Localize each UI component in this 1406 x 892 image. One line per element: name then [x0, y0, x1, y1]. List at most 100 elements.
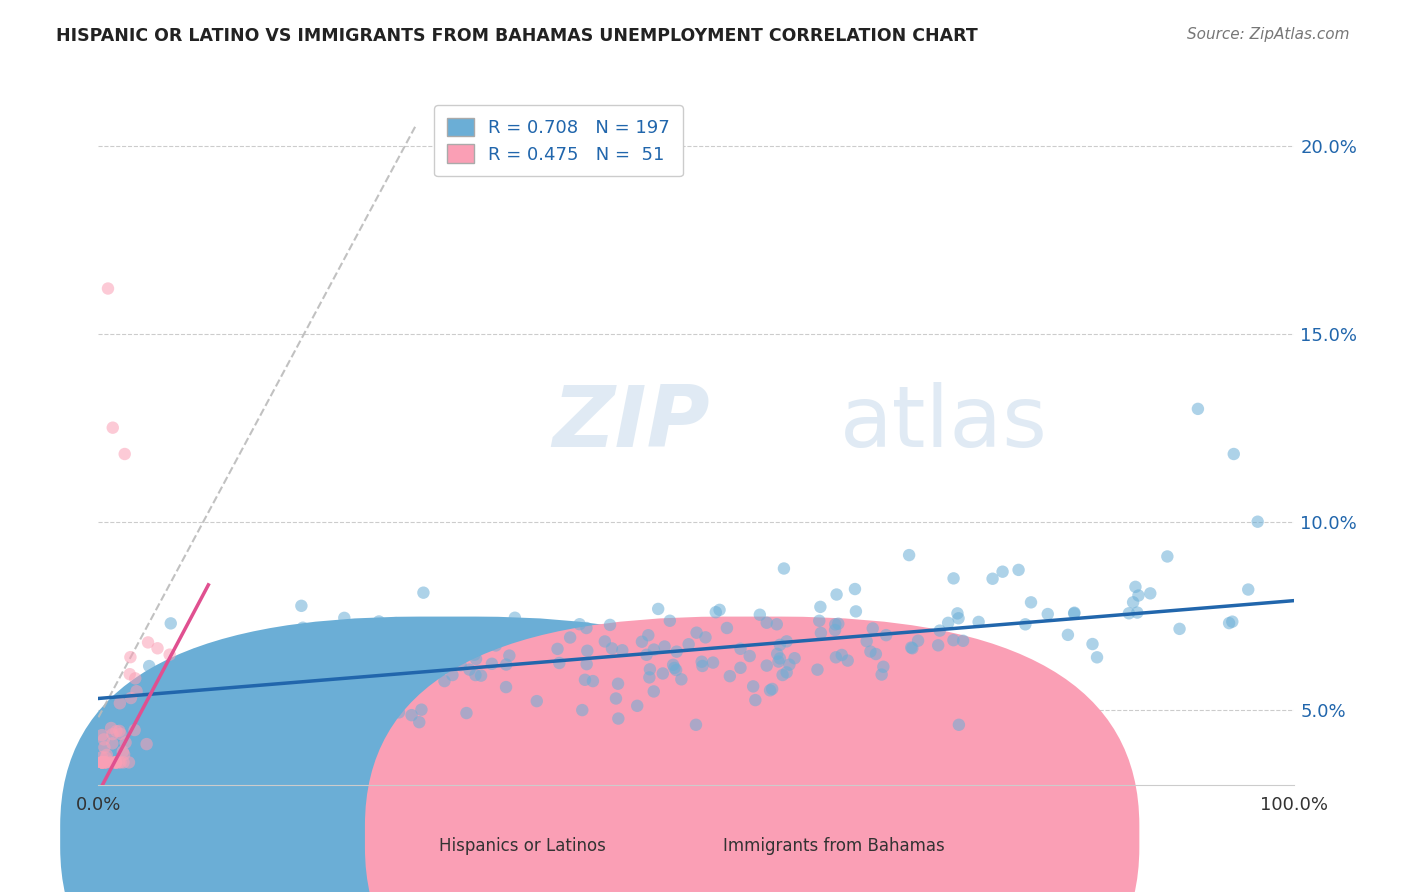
Point [139, 701, 162, 715]
Point [685, 718, 707, 732]
Point [948, 611, 970, 625]
Point [101, 736, 124, 750]
Point [981, 572, 1004, 586]
Point [470, 668, 492, 682]
Point [1187, 401, 1209, 416]
Point [101, 420, 124, 434]
Point [967, 615, 990, 629]
Point [1014, 617, 1036, 632]
Point [112, 747, 135, 762]
Text: Hispanics or Latinos: Hispanics or Latinos [439, 837, 606, 855]
Point [1247, 515, 1270, 529]
Point [626, 698, 648, 713]
Point [1220, 615, 1243, 629]
Point [600, 641, 623, 656]
Point [360, 650, 382, 665]
Point [859, 644, 882, 658]
Point [290, 599, 312, 613]
Point [394, 661, 416, 675]
Point [1125, 580, 1147, 594]
Point [665, 663, 688, 677]
Point [321, 630, 343, 644]
Point [336, 639, 359, 653]
Point [827, 616, 849, 631]
Point [91, 756, 114, 770]
Point [1122, 595, 1144, 609]
Point [824, 617, 846, 632]
Point [865, 647, 887, 661]
Point [612, 643, 634, 657]
Point [136, 635, 159, 649]
Point [716, 621, 738, 635]
Point [855, 634, 877, 648]
Point [179, 653, 201, 667]
Point [692, 659, 714, 673]
Point [837, 654, 859, 668]
Point [108, 723, 131, 738]
Point [93, 756, 115, 770]
Point [936, 615, 959, 630]
Point [104, 756, 127, 770]
Point [298, 664, 321, 678]
Point [456, 706, 478, 720]
Point [482, 627, 505, 641]
Point [186, 702, 208, 716]
Point [761, 681, 783, 696]
Point [991, 565, 1014, 579]
Point [845, 604, 868, 618]
Point [135, 737, 157, 751]
Point [607, 712, 630, 726]
Point [423, 657, 446, 672]
Point [91, 756, 114, 770]
Point [91, 756, 114, 770]
Point [942, 633, 965, 648]
Point [94, 756, 117, 770]
Point [114, 447, 136, 461]
Point [441, 668, 464, 682]
Point [396, 672, 419, 686]
Point [184, 648, 207, 662]
Point [568, 617, 591, 632]
Point [270, 686, 292, 700]
Point [319, 673, 342, 688]
Point [662, 657, 685, 672]
Point [927, 638, 949, 652]
Point [485, 639, 508, 653]
Point [1237, 582, 1260, 597]
Point [474, 632, 496, 646]
Point [103, 756, 125, 770]
Point [98, 756, 122, 770]
Point [91, 756, 114, 770]
Point [742, 679, 765, 693]
Point [658, 614, 681, 628]
Point [901, 641, 924, 656]
Point [631, 634, 654, 648]
Point [1139, 586, 1161, 600]
Point [159, 648, 181, 662]
Point [571, 703, 593, 717]
Point [783, 651, 806, 665]
Point [384, 616, 406, 631]
Point [942, 571, 965, 585]
Point [110, 756, 132, 770]
Point [495, 680, 517, 694]
Point [755, 615, 778, 630]
Point [388, 706, 411, 720]
Point [114, 735, 136, 749]
Point [1118, 607, 1140, 621]
Point [408, 715, 430, 730]
Point [775, 634, 797, 648]
Point [1218, 616, 1240, 631]
Point [1063, 606, 1085, 620]
Point [900, 640, 922, 655]
Point [1156, 549, 1178, 564]
Point [93, 740, 115, 755]
Point [748, 607, 770, 622]
Point [495, 657, 517, 672]
Point [101, 727, 124, 741]
Point [605, 691, 627, 706]
Point [671, 673, 693, 687]
Point [709, 603, 731, 617]
Point [305, 640, 328, 655]
Point [769, 651, 792, 665]
